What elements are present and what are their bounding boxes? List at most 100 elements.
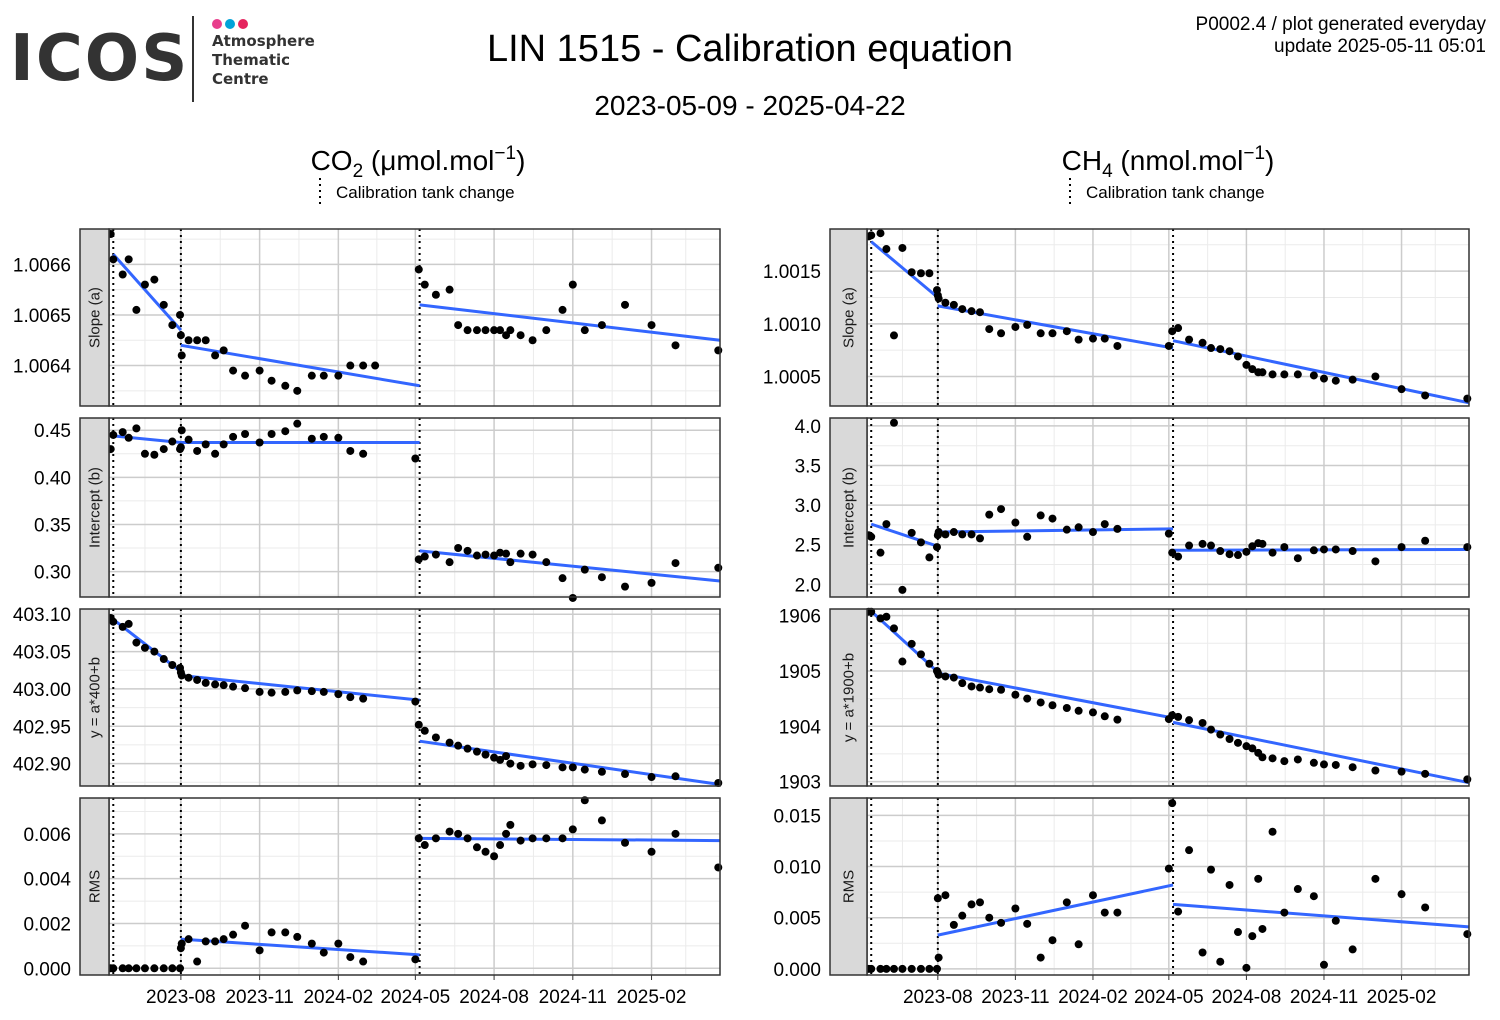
- data-point: [463, 326, 472, 335]
- y-tick-label: 4.0: [795, 417, 821, 438]
- data-point: [346, 693, 355, 702]
- data-point: [211, 680, 220, 689]
- data-point: [1371, 766, 1380, 775]
- data-point: [967, 682, 976, 691]
- data-point: [949, 673, 958, 682]
- data-point: [1421, 903, 1430, 912]
- data-point: [647, 578, 656, 587]
- data-point: [229, 366, 238, 375]
- data-point: [502, 549, 511, 558]
- logo-subtitle-line: Atmosphere: [212, 32, 315, 50]
- y-tick-label: 3.0: [795, 496, 821, 517]
- data-point: [176, 331, 185, 340]
- data-point: [1331, 916, 1340, 925]
- data-point: [150, 964, 159, 973]
- data-point: [925, 964, 934, 973]
- data-point: [916, 269, 925, 278]
- data-point: [925, 659, 934, 668]
- data-point: [1348, 763, 1357, 772]
- data-point: [1113, 341, 1122, 350]
- y-tick-label: 0.30: [34, 563, 71, 584]
- y-tick-label: 0.004: [23, 870, 71, 891]
- data-point: [882, 245, 891, 254]
- data-point: [1233, 352, 1242, 361]
- data-point: [219, 346, 228, 355]
- data-point: [1036, 511, 1045, 520]
- data-point: [1174, 712, 1183, 721]
- x-tick-label: 2024-11: [1290, 987, 1358, 1008]
- data-point: [241, 430, 250, 439]
- data-point: [159, 655, 168, 664]
- data-point: [150, 450, 159, 459]
- data-point: [211, 351, 220, 360]
- x-tick-label: 2024-08: [1212, 987, 1282, 1008]
- data-point: [281, 687, 290, 696]
- data-point: [211, 937, 220, 946]
- data-point: [975, 898, 984, 907]
- data-point: [1048, 514, 1057, 523]
- data-point: [516, 331, 525, 340]
- data-point: [176, 443, 185, 452]
- y-tick-label: 1905: [779, 662, 821, 683]
- data-point: [1225, 550, 1234, 559]
- fit-line: [937, 671, 1174, 720]
- data-point: [516, 836, 525, 845]
- data-point: [1331, 376, 1340, 385]
- data-point: [496, 755, 505, 764]
- data-point: [184, 435, 193, 444]
- facet-strip: [829, 797, 868, 976]
- data-point: [1164, 864, 1173, 873]
- x-tick-label: 2024-02: [1058, 987, 1128, 1008]
- data-point: [1233, 928, 1242, 937]
- data-point: [307, 939, 316, 948]
- data-point: [184, 336, 193, 345]
- data-point: [876, 548, 885, 557]
- data-point: [558, 574, 567, 583]
- data-point: [1309, 546, 1318, 555]
- data-point: [647, 321, 656, 330]
- data-point: [1268, 370, 1277, 379]
- unit-text: (μmol.mol: [363, 145, 494, 176]
- data-point: [1100, 712, 1109, 721]
- data-point: [898, 657, 907, 666]
- data-point: [1225, 734, 1234, 743]
- data-point: [867, 532, 876, 541]
- data-point: [647, 847, 656, 856]
- y-tick-label: 0.000: [773, 960, 821, 981]
- data-point: [1463, 394, 1472, 403]
- data-point: [1216, 730, 1225, 739]
- data-point: [168, 964, 177, 973]
- data-point: [1062, 525, 1071, 534]
- species-subscript: 2: [353, 161, 364, 182]
- logo-dot: [238, 19, 248, 29]
- data-point: [346, 361, 355, 370]
- data-point: [1198, 539, 1207, 548]
- data-point: [1248, 365, 1257, 374]
- data-point: [445, 558, 454, 567]
- unit-superscript: −1: [1243, 143, 1265, 164]
- data-point: [168, 437, 177, 446]
- data-point: [1174, 907, 1183, 916]
- data-point: [1225, 880, 1234, 889]
- data-point: [241, 921, 250, 930]
- data-point: [463, 546, 472, 555]
- data-point: [481, 847, 490, 856]
- data-point: [124, 619, 133, 628]
- fit-line: [937, 883, 1174, 937]
- data-point: [1421, 769, 1430, 778]
- panel-background: [109, 609, 720, 786]
- data-point: [177, 671, 186, 680]
- data-point: [985, 325, 994, 334]
- data-point: [1088, 528, 1097, 537]
- data-point: [140, 643, 149, 652]
- y-tick-label: 1.0065: [13, 306, 71, 327]
- data-point: [255, 946, 264, 955]
- data-point: [528, 550, 537, 559]
- data-point: [671, 559, 680, 568]
- data-point: [949, 528, 958, 537]
- data-point: [496, 326, 505, 335]
- data-point: [1023, 694, 1032, 703]
- data-point: [975, 308, 984, 317]
- y-tick-label: 0.015: [773, 806, 821, 827]
